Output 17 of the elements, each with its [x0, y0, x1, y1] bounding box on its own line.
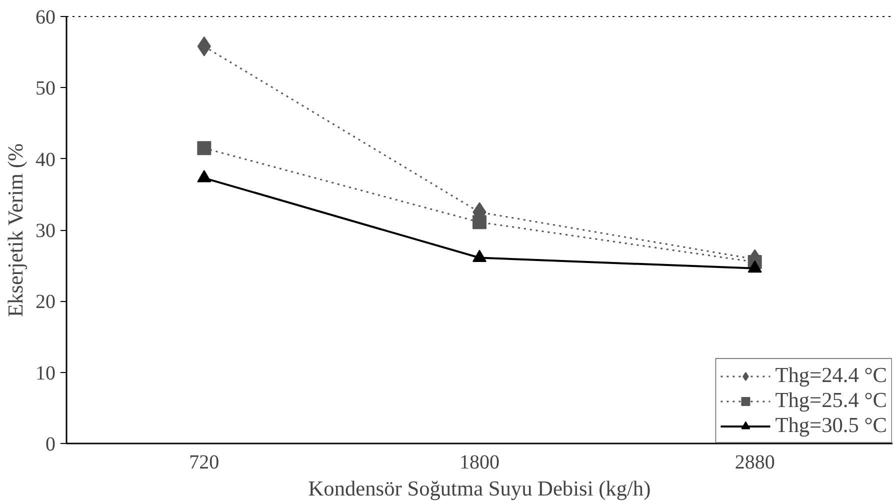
- x-tick-label: 720: [189, 452, 220, 474]
- y-tick-label: 10: [36, 362, 56, 384]
- y-axis-title: Ekserjetik Verim (%: [4, 143, 28, 318]
- y-tick-label: 60: [36, 6, 56, 28]
- legend-label: Thg=24.4 °C: [775, 363, 887, 388]
- legend-label: Thg=30.5 °C: [775, 413, 887, 438]
- x-tick-label: 1800: [460, 452, 500, 474]
- legend-label: Thg=25.4 °C: [775, 388, 887, 413]
- point: [197, 141, 212, 156]
- x-axis-title: Kondensör Soğutma Suyu Debisi (kg/h): [308, 476, 651, 500]
- y-tick-label: 40: [36, 148, 56, 171]
- y-tick-label: 20: [36, 291, 56, 314]
- x-tick-label: 2880: [734, 452, 775, 474]
- point: [472, 215, 486, 230]
- y-tick-label: 30: [36, 220, 56, 242]
- y-tick-label: 50: [36, 78, 56, 100]
- y-tick-label: 0: [46, 434, 56, 456]
